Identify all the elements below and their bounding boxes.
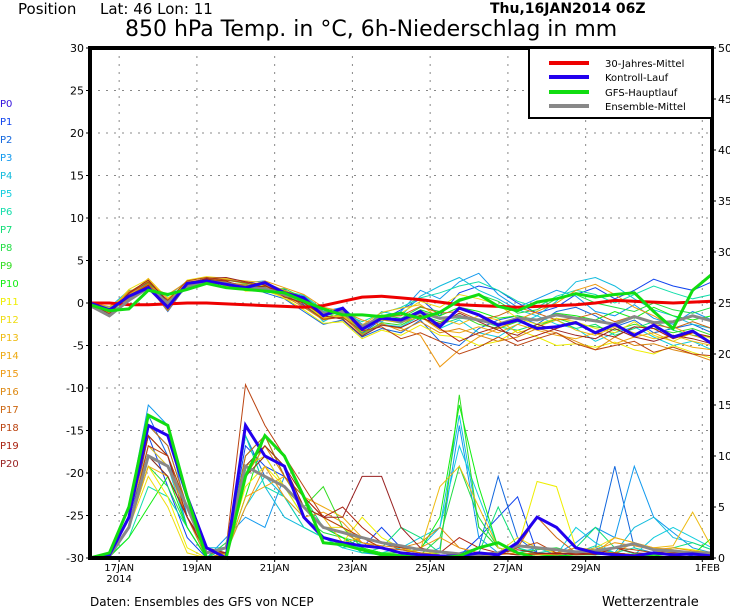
- member-label-p14: P14: [0, 351, 19, 362]
- y-left-tick-label: -30: [66, 552, 84, 565]
- x-tick-label: 27JAN: [493, 563, 523, 574]
- x-tick-label: 29JAN: [571, 563, 601, 574]
- footer-source: Daten: Ensembles des GFS von NCEP: [90, 595, 314, 609]
- x-tick-sublabel: 2014: [106, 574, 131, 585]
- grid: [90, 48, 712, 558]
- member-label-p13: P13: [0, 333, 19, 344]
- temp-line-mean: [89, 280, 713, 329]
- y-left-tick-label: 5: [77, 255, 84, 268]
- position-label: Position: [18, 0, 76, 18]
- member-label-p10: P10: [0, 279, 19, 290]
- member-label-p20: P20: [0, 459, 19, 470]
- temp-line-climate: [90, 294, 713, 309]
- member-precip-lines: [89, 382, 713, 559]
- x-tick-label: 1FEB: [695, 563, 720, 574]
- legend-label-control: Kontroll-Lauf: [605, 73, 669, 84]
- precip-line-p9: [89, 394, 713, 559]
- y-left-tick-label: -25: [66, 510, 84, 523]
- member-label-p12: P12: [0, 315, 19, 326]
- member-label-p17: P17: [0, 405, 19, 416]
- member-label-p1: P1: [0, 117, 12, 128]
- plot-frame: [88, 46, 714, 560]
- member-label-p7: P7: [0, 225, 12, 236]
- precip-line-p18: [89, 382, 713, 559]
- member-label-p4: P4: [0, 171, 12, 182]
- y-left-tick-label: -15: [66, 425, 84, 438]
- y-left-tick-label: 0: [77, 297, 84, 310]
- y-left-tick-label: 10: [70, 212, 84, 225]
- y-left-tick-label: -5: [73, 340, 84, 353]
- temp-line-p15: [89, 278, 713, 368]
- temp-line-control: [89, 279, 713, 346]
- y-right-tick-label: 10: [718, 450, 730, 463]
- legend: 30-Jahres-Mittel Kontroll-Lauf GFS-Haupt…: [528, 47, 713, 119]
- y-right-tick-label: 45: [718, 93, 730, 106]
- x-tick-label: 21JAN: [260, 563, 290, 574]
- y-right-tick-label: 25: [718, 297, 730, 310]
- member-label-p3: P3: [0, 153, 12, 164]
- member-label-p6: P6: [0, 207, 12, 218]
- legend-label-main: GFS-Hauptlauf: [605, 88, 678, 99]
- legend-label-climate: 30-Jahres-Mittel: [605, 59, 684, 70]
- temp-line-p18: [89, 276, 713, 357]
- y-left-tick-label: -10: [66, 382, 84, 395]
- chart-title: 850 hPa Temp. in °C, 6h-Niederschlag in …: [125, 17, 617, 42]
- member-label-p15: P15: [0, 369, 19, 380]
- y-right-tick-label: 20: [718, 348, 730, 361]
- x-tick-label: 19JAN: [182, 563, 212, 574]
- y-left-tick-label: 25: [70, 85, 84, 98]
- y-right-tick-label: 15: [718, 399, 730, 412]
- member-label-p18: P18: [0, 423, 19, 434]
- member-label-p8: P8: [0, 243, 12, 254]
- y-right-tick-label: 50: [718, 42, 730, 55]
- member-label-p5: P5: [0, 189, 12, 200]
- y-right-tick-label: 40: [718, 144, 730, 157]
- x-tick-label: 23JAN: [337, 563, 367, 574]
- temp-line-main: [89, 272, 713, 331]
- member-label-p16: P16: [0, 387, 19, 398]
- y-right-tick-label: 35: [718, 195, 730, 208]
- legend-label-mean: Ensemble-Mittel: [605, 102, 686, 113]
- x-tick-label: 25JAN: [415, 563, 445, 574]
- y-left-tick-label: -20: [66, 467, 84, 480]
- member-label-p2: P2: [0, 135, 12, 146]
- run-time-label: Thu,16JAN2014 06Z: [490, 1, 646, 17]
- y-right-tick-label: 0: [718, 552, 725, 565]
- y-axis-left: 30 25 20 15 10 5 0 -5 -10 -15 -20 -25 -30: [66, 42, 90, 565]
- y-left-tick-label: 15: [70, 170, 84, 183]
- y-right-tick-label: 5: [718, 501, 725, 514]
- member-labels: P0 P1 P2 P3 P4 P5 P6 P7 P8 P9 P10 P11 P12 P13 P14 P15 P1…: [0, 99, 19, 470]
- footer-brand: Wetterzentrale: [602, 595, 699, 609]
- member-label-p9: P9: [0, 261, 12, 272]
- latlon-label: Lat: 46 Lon: 11: [100, 0, 213, 18]
- member-label-p0: P0: [0, 99, 12, 110]
- member-label-p11: P11: [0, 297, 19, 308]
- y-left-tick-label: 30: [70, 42, 84, 55]
- member-label-p19: P19: [0, 441, 19, 452]
- x-tick-label: 17JAN: [104, 563, 134, 574]
- y-left-tick-label: 20: [70, 127, 84, 140]
- precip-line-mean: [89, 453, 712, 560]
- y-right-tick-label: 30: [718, 246, 730, 259]
